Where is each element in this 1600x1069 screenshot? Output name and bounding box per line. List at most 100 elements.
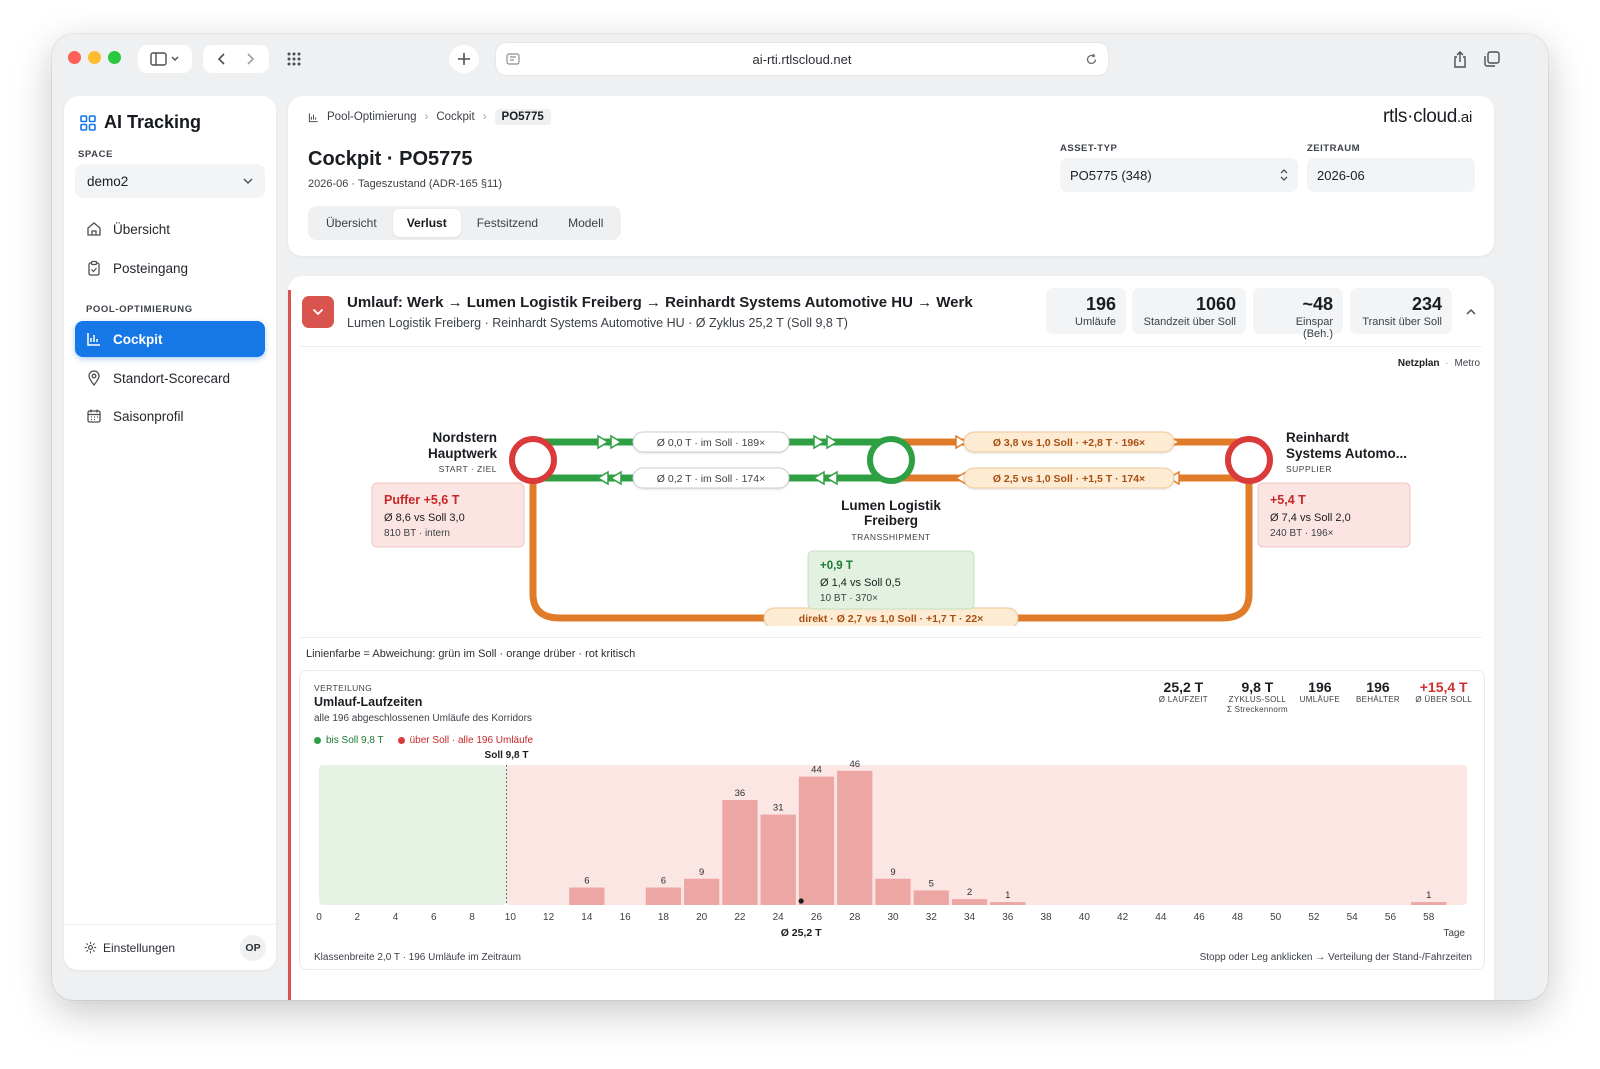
node-start[interactable] bbox=[509, 436, 557, 484]
page-title: Cockpit · PO5775 bbox=[308, 148, 473, 170]
space-select[interactable]: demo2 bbox=[75, 164, 265, 198]
leg-b-back-pill[interactable] bbox=[963, 467, 1175, 489]
soll-label: Soll 9,8 T bbox=[485, 750, 529, 761]
critical-indicator bbox=[288, 290, 291, 1000]
nav-item-posteingang[interactable]: Posteingang bbox=[75, 250, 265, 286]
bar-value-label: 6 bbox=[584, 876, 589, 887]
settings-label: Einstellungen bbox=[103, 940, 176, 955]
app-brand[interactable]: AI Tracking bbox=[80, 112, 201, 133]
bar-value-label: 1 bbox=[1005, 890, 1010, 901]
mid-box-line: Ø 1,4 vs Soll 0,5 bbox=[820, 577, 901, 589]
leg-b-out-pill[interactable] bbox=[963, 431, 1175, 453]
location-pin-icon bbox=[88, 370, 100, 386]
view-netzplan[interactable]: Netzplan bbox=[1397, 358, 1440, 369]
legend-ok: bis Soll 9,8 T bbox=[314, 735, 384, 746]
bar-value-label: 9 bbox=[890, 867, 895, 878]
stat-label: Ø LAUFZEIT bbox=[1158, 695, 1208, 704]
apps-grid-button[interactable] bbox=[280, 45, 308, 73]
bar-chart-icon bbox=[87, 333, 100, 346]
stat-umlaeufe: 196 UMLÄUFE bbox=[1300, 679, 1340, 705]
x-tick-label: 6 bbox=[431, 912, 437, 923]
tab-uebersicht[interactable]: Übersicht bbox=[326, 216, 377, 230]
nav-label: Cockpit bbox=[113, 331, 163, 347]
gear-icon bbox=[84, 941, 97, 954]
leg-b-back-label: Ø 2,5 vs 1,0 Soll · +1,5 T · 174× bbox=[993, 473, 1145, 485]
x-tick-label: 24 bbox=[773, 912, 785, 923]
stat-value: 25,2 T bbox=[1163, 679, 1204, 695]
view-metro[interactable]: Metro bbox=[1454, 358, 1480, 369]
address-bar[interactable]: ai-rti.rtlscloud.net bbox=[496, 43, 1108, 75]
period-input[interactable]: 2026-06 bbox=[1307, 158, 1475, 192]
close-window-button[interactable] bbox=[68, 51, 81, 64]
node-end-name-2: Systems Automo... bbox=[1286, 446, 1407, 461]
share-icon bbox=[1454, 50, 1466, 68]
nav-item-uebersicht[interactable]: Übersicht bbox=[75, 211, 265, 247]
pool-section-label: POOL-OPTIMIERUNG bbox=[86, 304, 193, 315]
back-icon bbox=[217, 53, 225, 65]
breadcrumb-pool[interactable]: Pool-Optimierung bbox=[327, 111, 417, 123]
tab-verlust[interactable]: Verlust bbox=[392, 209, 461, 237]
stat-sublabel: Σ Streckennorm bbox=[1226, 705, 1288, 715]
view-toggle: Netzplan · Metro bbox=[1398, 358, 1480, 369]
nav-item-standort-scorecard[interactable]: Standort-Scorecard bbox=[75, 360, 265, 396]
start-info-box[interactable] bbox=[371, 482, 525, 548]
mid-box-foot: 10 BT · 370× bbox=[820, 593, 878, 604]
kpi-standzeit: 1060 Standzeit über Soll bbox=[1132, 288, 1246, 334]
x-tick-label: 30 bbox=[887, 912, 899, 923]
share-button[interactable] bbox=[1446, 45, 1474, 73]
stat-label: UMLÄUFE bbox=[1299, 695, 1340, 704]
x-tick-label: 2 bbox=[354, 912, 360, 923]
x-tick-label: 22 bbox=[734, 912, 746, 923]
chevron-up-icon[interactable] bbox=[1465, 308, 1477, 316]
start-box-foot: 810 BT · intern bbox=[384, 528, 450, 539]
url-text: ai-rti.rtlscloud.net bbox=[752, 51, 852, 67]
histogram-bar bbox=[837, 770, 873, 905]
breadcrumb-current: PO5775 bbox=[494, 109, 551, 125]
legend-over-label: über Soll · alle 196 Umläufe bbox=[409, 735, 534, 746]
mid-info-box[interactable] bbox=[807, 550, 975, 610]
asset-type-label: ASSET-TYP bbox=[1060, 143, 1118, 154]
x-axis-label: Tage bbox=[1443, 928, 1465, 939]
reload-icon[interactable] bbox=[1085, 53, 1098, 66]
line-color-legend: Linienfarbe = Abweichung: grün im Soll ·… bbox=[306, 648, 636, 660]
tab-modell[interactable]: Modell bbox=[568, 216, 604, 230]
leg-b-out-label: Ø 3,8 vs 1,0 Soll · +2,8 T · 196× bbox=[993, 437, 1145, 449]
breadcrumb-cockpit[interactable]: Cockpit bbox=[436, 111, 475, 123]
node-start-name: Nordstern bbox=[432, 430, 497, 445]
tab-festsitzend[interactable]: Festsitzend bbox=[476, 216, 539, 230]
histogram-bar bbox=[913, 890, 949, 905]
node-end[interactable] bbox=[1225, 436, 1273, 484]
browser-window: ai-rti.rtlscloud.net AI Tracking SPACE d… bbox=[52, 34, 1548, 1000]
leg-a-back-pill[interactable] bbox=[632, 467, 790, 489]
minimize-window-button[interactable] bbox=[88, 51, 101, 64]
bar-chart-icon bbox=[308, 112, 318, 122]
view-separator: · bbox=[1445, 358, 1449, 369]
reader-icon bbox=[506, 53, 520, 65]
histogram-bar bbox=[798, 776, 835, 905]
kpi-value: 196 bbox=[1085, 294, 1116, 314]
new-tab-button[interactable] bbox=[449, 45, 479, 73]
nav-label: Übersicht bbox=[113, 221, 171, 237]
breadcrumb-separator: › bbox=[482, 111, 487, 123]
zoom-window-button[interactable] bbox=[108, 51, 121, 64]
end-info-box[interactable] bbox=[1257, 482, 1411, 548]
page-subtitle: 2026-06 · Tageszustand (ADR-165 §11) bbox=[308, 178, 503, 190]
sidebar-toggle-button[interactable] bbox=[138, 45, 192, 73]
collapse-route-button[interactable] bbox=[302, 296, 334, 328]
tabs-overview-button[interactable] bbox=[1478, 45, 1506, 73]
asset-type-select[interactable]: PO5775 (348) bbox=[1060, 158, 1298, 192]
plus-icon bbox=[458, 53, 470, 65]
route-subtitle: Lumen Logistik Freiberg · Reinhardt Syst… bbox=[347, 316, 848, 330]
nav-item-saisonprofil[interactable]: Saisonprofil bbox=[75, 398, 265, 434]
node-mid[interactable] bbox=[867, 436, 915, 484]
nav-label: Saisonprofil bbox=[113, 408, 184, 424]
bar-value-label: 31 bbox=[773, 803, 784, 814]
x-tick-label: 44 bbox=[1155, 912, 1167, 923]
avatar[interactable]: OP bbox=[240, 934, 266, 961]
settings-link[interactable]: Einstellungen bbox=[84, 941, 175, 955]
nav-item-cockpit[interactable]: Cockpit bbox=[75, 321, 265, 357]
leg-a-out-pill[interactable] bbox=[632, 431, 790, 453]
